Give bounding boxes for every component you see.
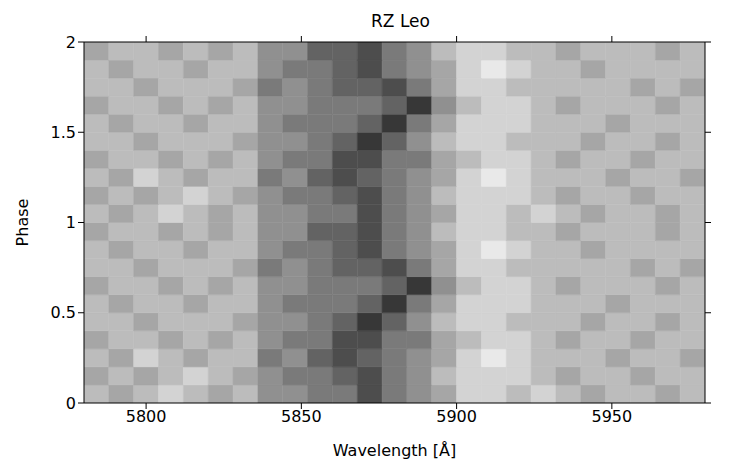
svg-text:1.5: 1.5	[51, 123, 76, 142]
svg-text:1: 1	[66, 213, 76, 232]
svg-text:5800: 5800	[126, 407, 167, 426]
svg-text:2: 2	[66, 34, 76, 52]
svg-text:Phase: Phase	[13, 199, 32, 247]
svg-text:0: 0	[66, 394, 76, 413]
svg-text:5950: 5950	[591, 407, 632, 426]
svg-text:0.5: 0.5	[51, 303, 76, 322]
svg-text:Wavelength [Å]: Wavelength [Å]	[333, 441, 456, 460]
svg-text:5850: 5850	[281, 407, 322, 426]
html-text:RZ Leo: RZ Leo	[371, 11, 430, 31]
svg-text:5900: 5900	[436, 407, 477, 426]
